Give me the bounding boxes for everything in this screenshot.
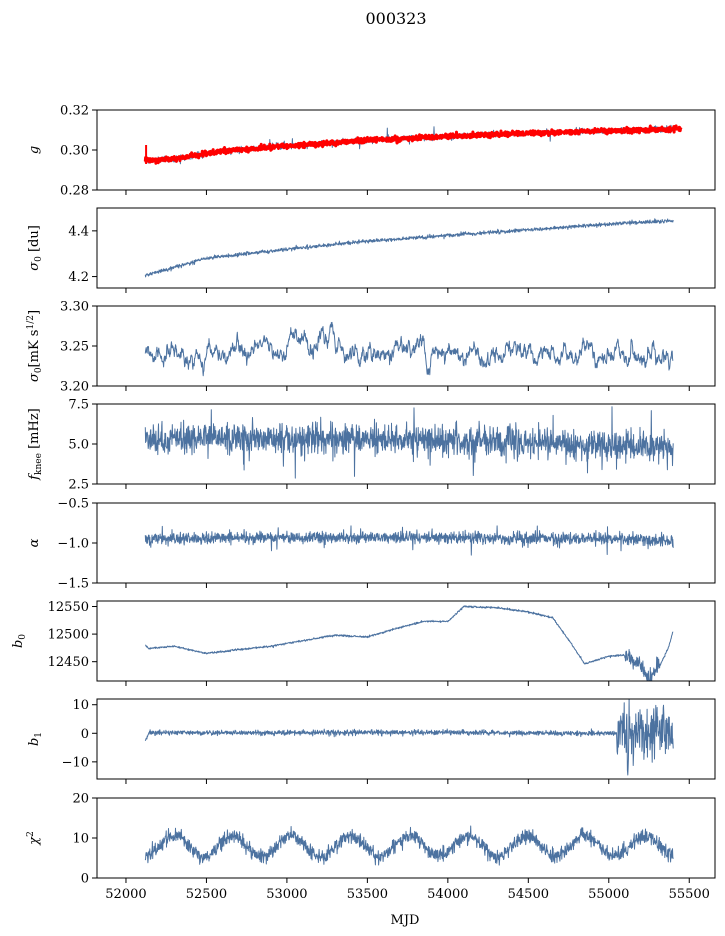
y-tick-label-b1: −10	[62, 755, 89, 770]
y-tick-label-fknee: 5.0	[68, 438, 89, 453]
y-tick-label-sigma0: 4.4	[68, 224, 89, 239]
series-line-sigma0-data	[144, 218, 674, 278]
axes-frame-g	[96, 109, 716, 191]
y-tick-label-b1: 0	[81, 727, 89, 742]
x-tick-label: 53500	[347, 887, 388, 902]
series-line-fknee-data	[144, 406, 674, 479]
axes-frame-b1	[96, 698, 716, 780]
x-tick-label: 54000	[427, 887, 468, 902]
panel-chi2: 0 10 20 52000 52500 53000 53500 54000 54500 55000…	[26, 792, 716, 902]
y-axis-label-chi2: χ2	[26, 831, 42, 846]
x-axis-label: MJD	[391, 913, 420, 928]
figure-title: 000323	[365, 9, 426, 28]
y-axis-label-b1: b1	[27, 732, 44, 746]
x-tick-label: 52000	[105, 887, 146, 902]
y-tick-label-sigma0: 4.2	[68, 270, 89, 285]
y-tick-label-alpha: −0.5	[57, 497, 89, 512]
series-line-g-overlay	[143, 124, 683, 165]
panel-b1: −10 0 10 b1	[27, 698, 716, 784]
y-tick-label-sigma0_rms: 3.25	[60, 340, 89, 355]
y-tick-label-g: 0.32	[60, 104, 89, 119]
y-tick-label-chi2: 10	[72, 832, 89, 847]
y-tick-label-alpha: −1.0	[57, 537, 89, 552]
series-line-b1-data	[144, 699, 674, 776]
panel-g: 0.28 0.30 0.32 g	[27, 104, 716, 199]
y-tick-label-g: 0.30	[60, 144, 89, 159]
x-tick-label: 55500	[669, 887, 710, 902]
y-tick-label-b0: 12550	[48, 600, 89, 615]
y-tick-label-g: 0.28	[60, 184, 89, 199]
panel-sigma0_rms: 3.20 3.25 3.30 σ0[mK s1/2]	[26, 300, 716, 395]
y-tick-label-chi2: 20	[72, 792, 89, 807]
y-tick-label-chi2: 0	[81, 872, 89, 887]
axes-frame-alpha	[96, 502, 716, 584]
y-tick-label-b0: 12500	[48, 628, 89, 643]
y-tick-label-fknee: 2.5	[68, 478, 89, 493]
y-axis-label-sigma0: σ0 [du]	[27, 225, 44, 271]
series-line-chi2-data	[144, 825, 674, 866]
y-axis-label-g: g	[27, 146, 42, 154]
y-axis-label-fknee: fknee [mHz]	[27, 408, 44, 481]
x-tick-label: 53000	[266, 887, 307, 902]
series-line-alpha-data	[144, 525, 674, 556]
x-tick-label: 54500	[508, 887, 549, 902]
y-tick-label-sigma0_rms: 3.20	[60, 380, 89, 395]
x-tick-label: 52500	[186, 887, 227, 902]
y-tick-label-b1: 10	[72, 698, 89, 713]
series-line-sigma0_rms-data	[144, 321, 674, 377]
y-axis-label-b0: b0	[11, 634, 28, 648]
x-tick-label: 55000	[588, 887, 629, 902]
y-tick-label-b0: 12450	[48, 655, 89, 670]
series-line-b0-data	[145, 605, 674, 681]
panel-fknee: 2.5 5.0 7.5 fknee [mHz]	[27, 398, 716, 493]
axes-frame-sigma0	[96, 207, 716, 289]
panels-container: 0.28 0.30 0.32 g 4.2 4.4 σ0 [du] 3.20 3.25 3.30 σ0…	[11, 104, 716, 902]
panel-b0: 12450 12500 12550 b0	[11, 600, 716, 686]
y-tick-label-sigma0_rms: 3.30	[60, 300, 89, 315]
panel-sigma0: 4.2 4.4 σ0 [du]	[27, 207, 716, 293]
y-axis-label-sigma0_rms: σ0[mK s1/2]	[26, 310, 44, 382]
y-axis-label-alpha: α	[27, 538, 42, 547]
axes-frame-b0	[96, 600, 716, 682]
panel-alpha: −1.5 −1.0 −0.5 α	[27, 497, 716, 592]
y-tick-label-fknee: 7.5	[68, 398, 89, 413]
y-tick-label-alpha: −1.5	[57, 577, 89, 592]
